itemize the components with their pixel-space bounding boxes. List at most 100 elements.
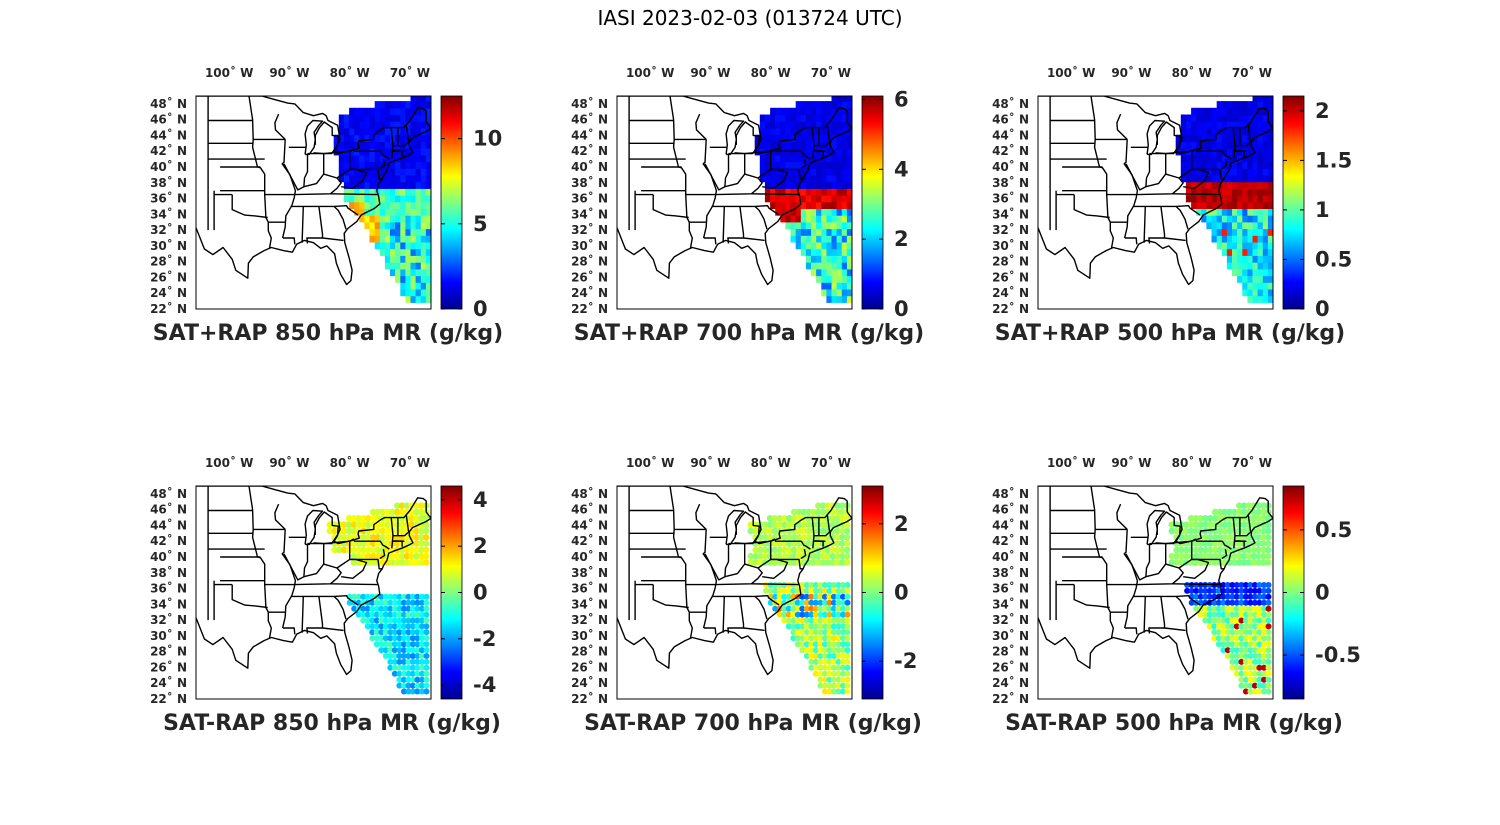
latitude-label: 48˚ N <box>571 486 608 501</box>
state-border <box>1132 204 1201 216</box>
colorbar <box>1282 95 1305 310</box>
latitude-label: 22˚ N <box>571 301 608 316</box>
state-border <box>702 529 718 628</box>
state-border <box>743 237 765 242</box>
colorbar-tick-label: 0 <box>473 581 488 605</box>
state-border <box>281 139 297 238</box>
latitude-label: 22˚ N <box>150 691 187 706</box>
latitude-label: 42˚ N <box>150 143 187 158</box>
latitude-label: 34˚ N <box>571 596 608 611</box>
latitude-label: 32˚ N <box>150 612 187 627</box>
state-border <box>281 529 297 628</box>
state-border <box>349 148 355 152</box>
latitude-label: 30˚ N <box>150 238 187 253</box>
panel-title-700-diff: SAT-RAP 700 hPa MR (g/kg) <box>584 711 922 736</box>
state-border <box>1116 503 1128 530</box>
longitude-label: 90˚ W <box>269 455 309 470</box>
state-border <box>722 206 725 243</box>
latitude-label: 46˚ N <box>992 112 1029 127</box>
map-area <box>1038 486 1273 699</box>
state-border <box>283 543 309 581</box>
state-border <box>800 548 807 560</box>
state-border <box>1123 529 1139 628</box>
state-border <box>301 596 304 633</box>
lake-michigan <box>725 509 745 546</box>
colorbar <box>440 95 463 310</box>
state-border <box>274 113 286 140</box>
state-border <box>728 540 772 560</box>
latitude-label: 42˚ N <box>571 533 608 548</box>
state-border <box>743 627 765 632</box>
latitude-label: 46˚ N <box>150 502 187 517</box>
colorbar-tick-label: 10 <box>473 127 502 151</box>
state-border <box>728 150 772 170</box>
state-border <box>1235 141 1251 147</box>
panel-title-850-sum: SAT+RAP 850 hPa MR (g/kg) <box>152 321 504 346</box>
state-border <box>307 540 351 560</box>
latitude-label: 48˚ N <box>150 96 187 111</box>
latitude-label: 28˚ N <box>992 254 1029 269</box>
state-border <box>393 531 409 537</box>
figure-title: IASI 2023-02-03 (013724 UTC) <box>597 6 903 30</box>
latitude-label: 32˚ N <box>571 222 608 237</box>
longitude-label: 100˚ W <box>626 455 674 470</box>
latitude-label: 40˚ N <box>571 159 608 174</box>
state-border <box>1191 168 1225 180</box>
latitude-label: 32˚ N <box>150 222 187 237</box>
state-border <box>711 594 780 606</box>
latitude-label: 40˚ N <box>992 549 1029 564</box>
state-border <box>826 515 831 533</box>
state-border <box>294 563 342 586</box>
state-border <box>1090 486 1115 639</box>
latitude-label: 32˚ N <box>992 612 1029 627</box>
latitude-label: 26˚ N <box>992 659 1029 674</box>
map-frame <box>195 485 432 700</box>
retrieval-field <box>333 96 431 303</box>
colorbar-tick-label: 0 <box>894 581 909 605</box>
map-700-sum: 100˚ W 90˚ W 80˚ W 70˚ W 48˚ N46˚ N44˚ N42˚ … <box>571 65 909 321</box>
colorbar-tick-label: 6 <box>894 88 909 112</box>
latitude-label: 38˚ N <box>992 565 1029 580</box>
latitude-label: 42˚ N <box>992 533 1029 548</box>
longitude-label: 100˚ W <box>205 65 253 80</box>
latitude-label: 30˚ N <box>992 238 1029 253</box>
map-frame <box>195 95 432 310</box>
state-border <box>379 158 386 170</box>
retrieval-field <box>1168 502 1272 695</box>
latitude-label: 48˚ N <box>571 96 608 111</box>
latitude-label: 22˚ N <box>992 691 1029 706</box>
latitude-label: 24˚ N <box>992 675 1029 690</box>
state-border <box>774 540 811 550</box>
state-border <box>774 150 811 160</box>
lake-michigan <box>304 509 324 546</box>
state-border <box>722 596 725 633</box>
panel-sat-plus-rap-700: 100˚ W 90˚ W 80˚ W 70˚ W 48˚ N 46˚ N 44˚ N 42˚ … <box>541 60 941 380</box>
latitude-label: 42˚ N <box>992 143 1029 158</box>
latitude-label: 32˚ N <box>992 222 1029 237</box>
state-border <box>1221 548 1228 560</box>
state-border <box>283 153 309 191</box>
map-area <box>196 96 431 309</box>
latitude-label: 28˚ N <box>150 644 187 659</box>
state-border <box>1149 540 1193 560</box>
latitude-label: 32˚ N <box>571 612 608 627</box>
map-frame <box>616 95 853 310</box>
state-border <box>1195 150 1232 160</box>
latitude-label: 38˚ N <box>150 175 187 190</box>
map-area <box>196 486 431 699</box>
colorbar-tick-label: 4 <box>473 488 488 512</box>
latitude-label: 26˚ N <box>571 269 608 284</box>
map-700-diff: 100˚ W 90˚ W 80˚ W 70˚ W 48˚ N46˚ N44˚ N42˚ … <box>571 455 917 706</box>
state-border <box>1235 531 1251 537</box>
state-border <box>1124 237 1138 245</box>
state-border <box>770 168 804 180</box>
lake-michigan <box>1146 509 1166 546</box>
state-border <box>330 583 378 586</box>
latitude-label: 34˚ N <box>150 206 187 221</box>
latitude-label: 38˚ N <box>992 175 1029 190</box>
panel-sat-minus-rap-500: 100˚ W 90˚ W 80˚ W 70˚ W 48˚ N 46˚ N 44˚ N 42˚ … <box>962 450 1362 770</box>
latitude-label: 46˚ N <box>992 502 1029 517</box>
longitude-label: 70˚ W <box>1232 455 1272 470</box>
map-850-diff: 100˚ W 90˚ W 80˚ W 70˚ W 48˚ N46˚ N44˚ N42˚ … <box>150 455 496 706</box>
state-border <box>405 125 410 143</box>
